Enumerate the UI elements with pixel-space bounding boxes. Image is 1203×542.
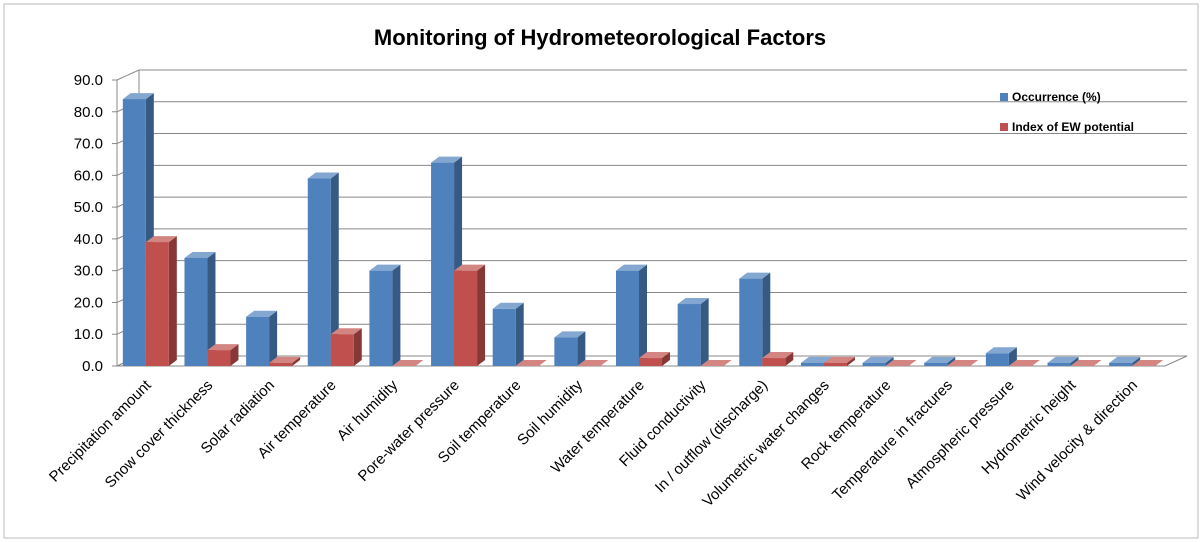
- bar-top: [392, 360, 424, 366]
- y-tick-label: 0.0: [82, 358, 103, 375]
- bar-top: [823, 356, 855, 363]
- bar-top: [924, 356, 956, 363]
- bar-side: [353, 328, 362, 366]
- bar-side: [762, 272, 771, 366]
- bar-top: [330, 328, 362, 335]
- bar: [862, 362, 886, 366]
- bar-side: [662, 352, 670, 366]
- bar-top: [307, 172, 339, 179]
- bar: [639, 358, 662, 366]
- bar-top: [639, 352, 670, 359]
- bar-top: [739, 272, 771, 279]
- bar-top: [1008, 360, 1040, 366]
- bar-side: [230, 344, 239, 366]
- bar-side: [1132, 356, 1141, 366]
- bar: [616, 270, 639, 366]
- bar-top: [762, 352, 794, 359]
- bar-top: [1132, 360, 1164, 366]
- bar-top: [1047, 356, 1079, 363]
- bar-side: [785, 352, 794, 366]
- bar-top: [122, 93, 154, 100]
- bar: [269, 362, 293, 366]
- bar-top: [577, 360, 609, 366]
- bar-top: [700, 360, 732, 366]
- y-tick-label: 30.0: [74, 263, 103, 280]
- bar-side: [292, 356, 301, 366]
- bar-side: [577, 331, 586, 366]
- bar-top: [145, 236, 177, 243]
- bar-side: [846, 356, 855, 366]
- bar-side: [515, 302, 524, 366]
- y-tick-label: 80.0: [74, 104, 103, 121]
- bar-top: [431, 156, 463, 163]
- bar-side: [1070, 356, 1079, 366]
- bar-top: [554, 331, 586, 338]
- bar: [145, 242, 169, 366]
- y-tick-label: 10.0: [74, 326, 103, 343]
- bar-top: [616, 264, 647, 271]
- legend-label: Occurrence (%): [1012, 90, 1101, 104]
- bar-top: [515, 360, 547, 366]
- y-tick-label: 50.0: [74, 199, 103, 216]
- bar-side: [477, 264, 486, 366]
- bar: [122, 99, 146, 367]
- bar-side: [330, 172, 339, 366]
- bar-top: [184, 251, 216, 258]
- bar-top: [1109, 356, 1141, 363]
- bar: [924, 362, 948, 366]
- chart-border: [3, 3, 1199, 539]
- bar-side: [1008, 347, 1017, 366]
- bar-side: [168, 236, 177, 366]
- bar: [207, 350, 231, 366]
- bar-top: [207, 344, 239, 351]
- bar-top: [269, 356, 301, 363]
- bar-side: [885, 356, 894, 366]
- bar-side: [639, 264, 647, 366]
- bar: [800, 362, 824, 366]
- bar: [1109, 362, 1133, 366]
- bar-side: [392, 264, 401, 366]
- bar-top: [492, 302, 524, 309]
- legend-swatch: [1000, 93, 1008, 101]
- bar: [985, 353, 1009, 366]
- bar-top: [885, 360, 917, 366]
- bar-side: [700, 298, 709, 366]
- y-tick-label: 70.0: [74, 136, 103, 153]
- bar: [677, 304, 701, 366]
- bar: [369, 270, 393, 366]
- bar: [492, 308, 516, 366]
- bar-top: [677, 298, 709, 305]
- y-tick-label: 20.0: [74, 294, 103, 311]
- bar: [246, 316, 270, 366]
- bar: [184, 257, 208, 366]
- bar-top: [369, 264, 401, 271]
- y-tick-label: 90.0: [74, 72, 103, 89]
- bar-top: [800, 356, 832, 363]
- bar-side: [947, 356, 956, 366]
- legend-label: Index of EW potential: [1012, 120, 1134, 134]
- chart-title: Monitoring of Hydrometeorological Factor…: [374, 25, 826, 50]
- bar: [307, 178, 331, 366]
- bar: [330, 334, 354, 366]
- bar-top: [862, 356, 894, 363]
- bar-side: [207, 251, 216, 366]
- bar: [762, 358, 786, 366]
- grid-line: [116, 69, 1187, 81]
- bar-top: [1070, 360, 1102, 366]
- legend-swatch: [1000, 123, 1008, 131]
- bar-top: [454, 264, 486, 271]
- bar: [1047, 362, 1071, 366]
- bar: [739, 278, 763, 366]
- bar: [823, 362, 847, 366]
- bar-side: [269, 310, 278, 366]
- bar: [554, 337, 578, 366]
- bar: [431, 162, 455, 366]
- bar-top: [246, 310, 278, 317]
- bar: [454, 270, 478, 366]
- y-tick-label: 60.0: [74, 167, 103, 184]
- bar-top: [947, 360, 979, 366]
- bar-top: [985, 347, 1017, 354]
- y-tick-label: 40.0: [74, 231, 103, 248]
